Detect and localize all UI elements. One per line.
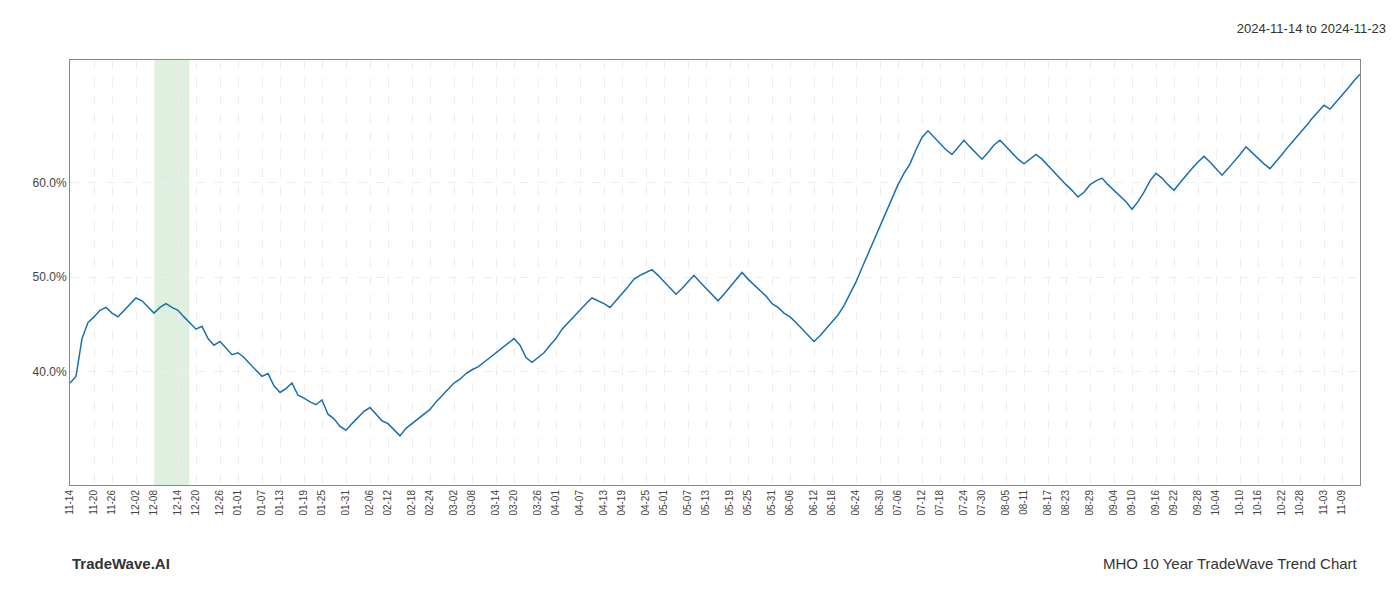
svg-text:11-09: 11-09 bbox=[1336, 490, 1347, 515]
svg-text:04-25: 04-25 bbox=[640, 490, 651, 516]
svg-text:10-16: 10-16 bbox=[1252, 490, 1263, 516]
svg-text:01-25: 01-25 bbox=[316, 490, 327, 516]
svg-text:01-01: 01-01 bbox=[232, 490, 243, 516]
svg-text:10-04: 10-04 bbox=[1210, 490, 1221, 516]
svg-text:08-05: 08-05 bbox=[1000, 490, 1011, 516]
svg-text:06-30: 06-30 bbox=[874, 490, 885, 516]
svg-text:05-13: 05-13 bbox=[700, 490, 711, 516]
svg-text:03-14: 03-14 bbox=[490, 490, 501, 516]
svg-text:2024-11-14 to 2024-11-23: 2024-11-14 to 2024-11-23 bbox=[1237, 21, 1386, 36]
svg-text:10-10: 10-10 bbox=[1234, 490, 1245, 516]
svg-text:04-01: 04-01 bbox=[550, 490, 561, 516]
svg-text:07-30: 07-30 bbox=[976, 490, 987, 516]
svg-text:07-18: 07-18 bbox=[934, 490, 945, 516]
svg-text:50.0%: 50.0% bbox=[33, 270, 67, 284]
svg-text:07-06: 07-06 bbox=[892, 490, 903, 516]
svg-text:05-19: 05-19 bbox=[724, 490, 735, 516]
svg-text:05-25: 05-25 bbox=[742, 490, 753, 516]
svg-text:02-24: 02-24 bbox=[424, 490, 435, 516]
svg-text:08-17: 08-17 bbox=[1042, 490, 1053, 516]
svg-text:02-06: 02-06 bbox=[364, 490, 375, 516]
svg-text:12-14: 12-14 bbox=[172, 490, 183, 516]
svg-text:06-06: 06-06 bbox=[784, 490, 795, 516]
svg-text:07-24: 07-24 bbox=[958, 490, 969, 516]
svg-text:10-28: 10-28 bbox=[1294, 490, 1305, 516]
svg-text:12-02: 12-02 bbox=[130, 490, 141, 516]
svg-text:03-20: 03-20 bbox=[508, 490, 519, 516]
svg-text:11-03: 11-03 bbox=[1318, 490, 1329, 515]
svg-text:02-18: 02-18 bbox=[406, 490, 417, 516]
svg-text:05-31: 05-31 bbox=[766, 490, 777, 516]
svg-text:09-04: 09-04 bbox=[1108, 490, 1119, 516]
svg-text:03-26: 03-26 bbox=[532, 490, 543, 516]
svg-text:03-02: 03-02 bbox=[448, 490, 459, 516]
svg-text:11-26: 11-26 bbox=[106, 490, 117, 515]
svg-text:09-10: 09-10 bbox=[1126, 490, 1137, 516]
svg-text:01-13: 01-13 bbox=[274, 490, 285, 516]
svg-text:01-31: 01-31 bbox=[340, 490, 351, 516]
svg-text:06-18: 06-18 bbox=[826, 490, 837, 516]
svg-text:60.0%: 60.0% bbox=[33, 176, 67, 190]
svg-text:08-11: 08-11 bbox=[1018, 490, 1029, 515]
svg-text:TradeWave.AI: TradeWave.AI bbox=[72, 555, 170, 572]
svg-text:MHO 10 Year TradeWave Trend Ch: MHO 10 Year TradeWave Trend Chart bbox=[1103, 555, 1358, 572]
svg-text:09-22: 09-22 bbox=[1168, 490, 1179, 516]
svg-text:40.0%: 40.0% bbox=[33, 365, 67, 379]
svg-text:04-13: 04-13 bbox=[598, 490, 609, 516]
svg-text:08-23: 08-23 bbox=[1060, 490, 1071, 516]
svg-text:11-14: 11-14 bbox=[64, 490, 75, 515]
svg-text:07-12: 07-12 bbox=[916, 490, 927, 516]
svg-text:04-19: 04-19 bbox=[616, 490, 627, 516]
svg-text:09-16: 09-16 bbox=[1150, 490, 1161, 516]
svg-text:01-19: 01-19 bbox=[298, 490, 309, 516]
svg-text:03-08: 03-08 bbox=[466, 490, 477, 516]
svg-text:09-28: 09-28 bbox=[1192, 490, 1203, 516]
svg-text:05-01: 05-01 bbox=[658, 490, 669, 516]
svg-text:12-26: 12-26 bbox=[214, 490, 225, 516]
svg-text:05-07: 05-07 bbox=[682, 490, 693, 516]
svg-text:04-07: 04-07 bbox=[574, 490, 585, 516]
svg-text:12-08: 12-08 bbox=[148, 490, 159, 516]
svg-text:01-07: 01-07 bbox=[256, 490, 267, 516]
svg-text:06-12: 06-12 bbox=[808, 490, 819, 516]
svg-text:06-24: 06-24 bbox=[850, 490, 861, 516]
svg-text:08-29: 08-29 bbox=[1084, 490, 1095, 516]
svg-text:10-22: 10-22 bbox=[1276, 490, 1287, 516]
svg-text:12-20: 12-20 bbox=[190, 490, 201, 516]
svg-text:02-12: 02-12 bbox=[382, 490, 393, 516]
svg-text:11-20: 11-20 bbox=[88, 490, 99, 515]
